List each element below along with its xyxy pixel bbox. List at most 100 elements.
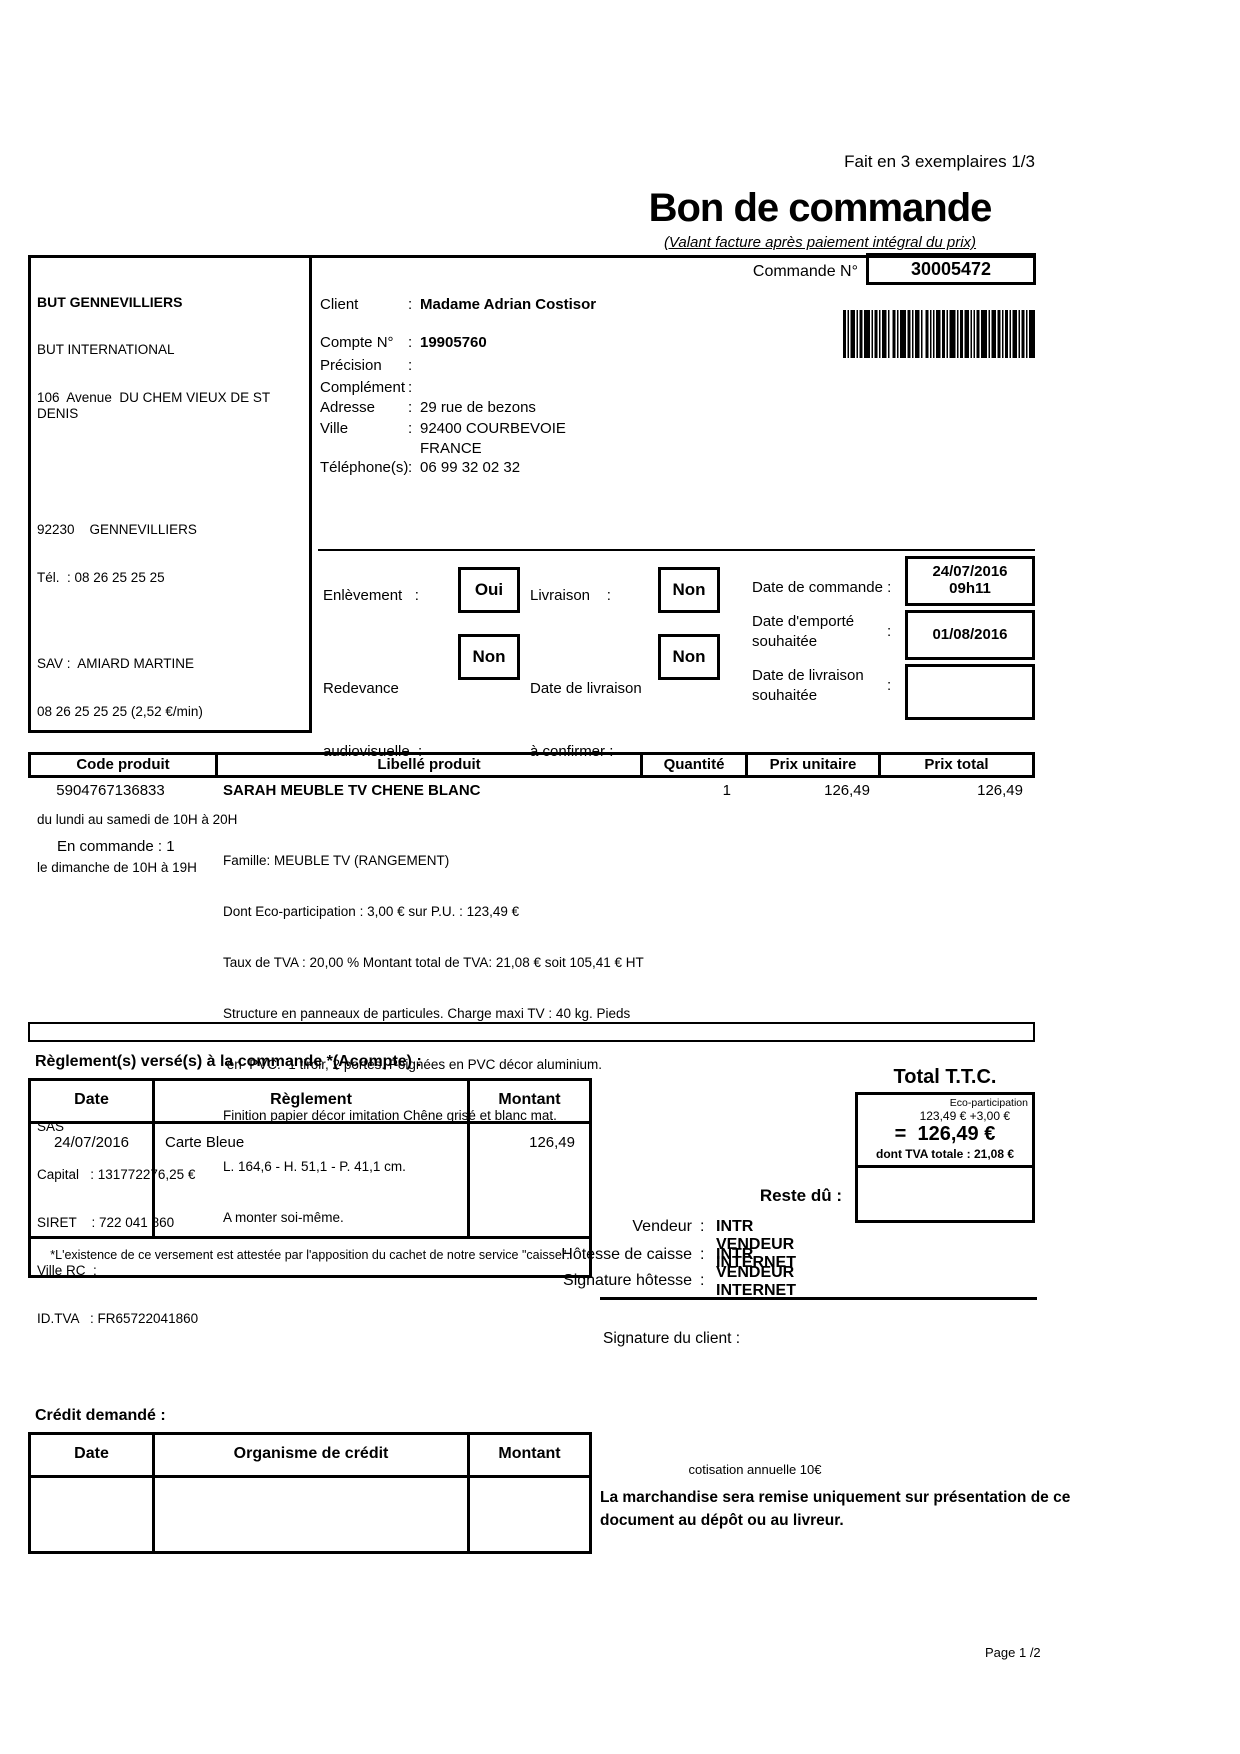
client-phone: 06 99 32 02 32 <box>420 459 521 476</box>
pickup-date-label: Date d'emporté souhaitée <box>752 613 855 650</box>
payment-date: 24/07/2016 <box>31 1124 155 1236</box>
section-divider <box>318 549 1035 551</box>
credit-table: Date Organisme de crédit Montant <box>28 1432 592 1554</box>
order-date-label: Date de commande : <box>752 579 892 596</box>
store-id-tva: ID.TVA : FR65722041860 <box>37 1311 199 1326</box>
store-name: BUT GENNEVILLIERS <box>37 294 183 310</box>
pickup-value-box: Oui <box>458 567 520 613</box>
credit-heading: Crédit demandé : <box>35 1407 166 1424</box>
delivery-date-confirm-value-box: Non <box>658 634 720 680</box>
pickup-date-value-box: 01/08/2016 <box>905 610 1035 660</box>
delivery-label: Livraison : <box>530 587 611 604</box>
client-label: Client <box>320 296 359 313</box>
items-table-footer-box <box>28 1022 1035 1042</box>
total-tva: dont TVA totale : 21,08 € <box>875 1147 1015 1161</box>
store-city: 92230 GENNEVILLIERS <box>37 522 197 537</box>
payment-method: Carte Bleue <box>155 1124 470 1236</box>
store-info-box: BUT GENNEVILLIERS BUT INTERNATIONAL 106 … <box>28 255 312 1326</box>
credit-col-amount: Montant <box>498 1445 561 1462</box>
product-total-price: 126,49 <box>977 782 1023 799</box>
cotisation-note: cotisation annuelle 10€ <box>688 1462 822 1477</box>
product-code: 5904767136833 <box>56 782 165 799</box>
store-siret: SIRET : 722 041 860 <box>37 1215 175 1230</box>
payments-footnote: *L'existence de ce versement est attesté… <box>31 1236 589 1275</box>
product-description: Famille: MEUBLE TV (RANGEMENT) Dont Eco-… <box>223 853 644 1225</box>
delivery-date-confirm-label: Date de livraison à confirmer : <box>530 680 642 760</box>
payments-heading: Règlement(s) versé(s) à la commande *(Ac… <box>35 1053 422 1070</box>
signature-line <box>600 1297 1037 1300</box>
payments-table-row: 24/07/2016 Carte Bleue 126,49 <box>31 1124 589 1236</box>
balance-due-label: Reste dû : <box>759 1186 842 1205</box>
store-company: BUT INTERNATIONAL <box>37 342 175 357</box>
tv-licence-value-box: Non <box>458 634 520 680</box>
document-subtitle: (Valant facture après paiement intégral … <box>663 234 977 251</box>
hotesse-label: Hôtesse de caisse <box>561 1246 692 1263</box>
total-ttc-heading: Total T.T.C. <box>893 1066 997 1088</box>
payments-table: Date Règlement Montant 24/07/2016 Carte … <box>28 1078 592 1278</box>
pickup-label: Enlèvement : <box>323 587 419 604</box>
order-barcode <box>843 310 1035 358</box>
vendeur-value: INTR VENDEUR INTERNET <box>716 1218 799 1271</box>
delivery-date-label: Date de livraison souhaitée <box>752 667 864 704</box>
credit-table-empty-row <box>31 1478 589 1551</box>
product-name: SARAH MEUBLE TV CHENE BLANC <box>223 782 481 799</box>
product-qty: 1 <box>722 782 731 799</box>
payments-table-header: Date Règlement Montant <box>31 1081 589 1124</box>
col-total-price: Prix total <box>924 756 989 773</box>
items-table-header: Code produit Libellé produit Quantité Pr… <box>28 752 1035 778</box>
credit-table-header: Date Organisme de crédit Montant <box>31 1435 589 1478</box>
account-label: Compte N° <box>320 334 394 351</box>
delivery-date-colon: : <box>887 677 892 694</box>
col-qty: Quantité <box>643 755 748 775</box>
store-hours-week: du lundi au samedi de 10H à 20H <box>37 812 238 827</box>
client-row-account: Compte N°:19905760 <box>320 334 487 351</box>
eco-participation-calc: 123,49 € +3,00 € <box>919 1109 1010 1123</box>
client-country: FRANCE <box>420 440 482 457</box>
vendeur-label: Vendeur <box>632 1218 692 1235</box>
page-number: Page 1 /2 <box>985 1645 1041 1660</box>
delivery-date-value-box <box>905 664 1035 720</box>
total-ttc-amount: = 126,49 € <box>894 1123 996 1145</box>
hotesse-value: INTR VENDEUR INTERNET <box>716 1246 799 1299</box>
pay-col-method: Règlement <box>155 1081 470 1121</box>
eco-participation-label: Eco-participation <box>949 1097 1028 1109</box>
client-row-country: FRANCE <box>320 440 482 457</box>
total-ttc-box: Eco-participation 123,49 € +3,00 € = 126… <box>855 1092 1035 1168</box>
client-row-complement: Complément: <box>320 379 413 396</box>
pay-col-date: Date <box>31 1081 155 1121</box>
credit-col-date: Date <box>31 1435 155 1475</box>
col-unit-price: Prix unitaire <box>748 755 881 775</box>
payment-amount: 126,49 <box>529 1134 575 1151</box>
client-row-address: Adresse:29 rue de bezons <box>320 399 536 416</box>
store-hours-sunday: le dimanche de 10H à 19H <box>37 860 197 875</box>
store-address: 106 Avenue DU CHEM VIEUX DE ST DENIS <box>37 390 274 421</box>
merchandise-notice: La marchandise sera remise uniquement su… <box>600 1489 1071 1529</box>
document-title: Bon de commande <box>648 186 993 230</box>
col-label: Libellé produit <box>218 755 643 775</box>
signature-hotesse-label: Signature hôtesse <box>563 1272 692 1289</box>
tv-licence-label: Redevance audiovisuelle : <box>323 680 423 760</box>
order-number-value: 30005472 <box>866 253 1036 285</box>
store-sav-phone: 08 26 25 25 25 (2,52 €/min) <box>37 704 203 719</box>
client-name: Madame Adrian Costisor <box>420 296 597 313</box>
store-phone: Tél. : 08 26 25 25 25 <box>37 570 165 585</box>
client-panel-top-border <box>311 255 1035 258</box>
pay-col-amount: Montant <box>498 1091 561 1108</box>
client-city: 92400 COURBEVOIE <box>420 420 566 437</box>
client-row-name: Client: Madame Adrian Costisor <box>320 296 597 313</box>
product-unit-price: 126,49 <box>824 782 870 799</box>
order-date-value-box: 24/07/2016 09h11 <box>905 556 1035 606</box>
client-row-phone: Téléphone(s): 06 99 32 02 32 <box>320 459 521 476</box>
balance-due-box <box>855 1165 1035 1223</box>
product-in-order: En commande : 1 <box>57 838 175 855</box>
credit-col-org: Organisme de crédit <box>155 1435 470 1475</box>
pickup-date-colon: : <box>887 623 892 640</box>
store-ville-rc: Ville RC : <box>37 1263 97 1278</box>
client-address: 29 rue de bezons <box>420 399 536 416</box>
client-row-city: Ville:92400 COURBEVOIE <box>320 420 566 437</box>
copies-note: Fait en 3 exemplaires 1/3 <box>844 152 1035 171</box>
store-capital: Capital : 131772276,25 € <box>37 1167 196 1182</box>
account-number: 19905760 <box>420 334 487 351</box>
col-code: Code produit <box>31 755 218 775</box>
